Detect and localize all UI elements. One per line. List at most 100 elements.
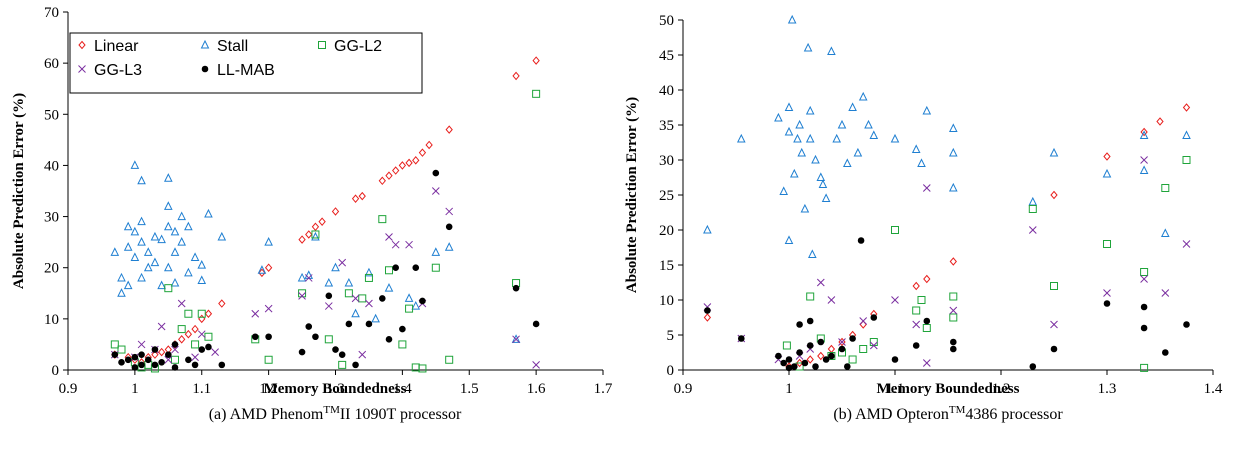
point-ll-mab <box>339 352 345 358</box>
point-ll-mab <box>951 346 957 352</box>
point-ll-mab <box>139 352 145 358</box>
point-ll-mab <box>1104 301 1110 307</box>
y-tick-label-b: 35 <box>659 118 674 134</box>
y-tick-label-a: 20 <box>44 261 59 277</box>
point-ll-mab <box>152 362 158 368</box>
x-tick-label-a: 1 <box>131 381 139 397</box>
point-ll-mab <box>386 337 392 343</box>
y-tick-label-b: 45 <box>659 48 674 64</box>
point-ll-mab <box>400 326 406 332</box>
point-ll-mab <box>1141 325 1147 331</box>
y-tick-label-a: 40 <box>44 158 59 174</box>
point-ll-mab <box>112 352 118 358</box>
x-tick-label-a: 1.7 <box>594 381 613 397</box>
point-ll-mab <box>306 324 312 330</box>
point-ll-mab <box>871 315 877 321</box>
y-tick-label-a: 10 <box>44 312 59 328</box>
point-ll-mab <box>533 321 539 327</box>
legend-label-linear: Linear <box>94 38 139 55</box>
point-ll-mab <box>792 364 798 370</box>
point-ll-mab <box>858 238 864 244</box>
point-ll-mab <box>433 170 439 176</box>
caption-a-prefix: (a) AMD Phenom <box>209 406 324 423</box>
y-tick-label-b: 5 <box>667 328 675 344</box>
point-ll-mab <box>829 353 835 359</box>
y-tick-label-b: 15 <box>659 258 674 274</box>
chart-panel-a: 0.9 1 1.1 1.2 1.3 1.4 1.5 1.6 1.7 0 10 20 30 40 50 60 70… <box>11 5 613 423</box>
x-tick-label-b: 0.9 <box>674 381 693 397</box>
point-ll-mab <box>346 321 352 327</box>
point-ll-mab <box>145 357 151 363</box>
point-ll-mab <box>913 343 919 349</box>
point-ll-mab <box>1030 364 1036 370</box>
point-ll-mab <box>159 360 165 366</box>
point-ll-mab <box>776 353 782 359</box>
point-ll-mab <box>802 360 808 366</box>
y-tick-label-b: 30 <box>659 153 674 169</box>
point-ll-mab <box>132 354 138 360</box>
y-tick-label-b: 25 <box>659 188 674 204</box>
point-ll-mab <box>380 296 386 302</box>
y-axis-title-a: Absolute Prediction Error (%) <box>11 93 27 289</box>
chart-panel-b: 0.9 1 1.1 1.2 1.3 1.405101520253035404550 Mem… <box>624 13 1223 423</box>
point-ll-mab <box>313 334 319 340</box>
point-ll-mab <box>797 350 803 356</box>
point-ll-mab <box>786 365 792 371</box>
point-ll-mab <box>446 224 452 230</box>
legend-label-gg-l3: GG-L3 <box>94 62 142 79</box>
point-ll-mab <box>125 357 131 363</box>
x-tick-label-b: 1.3 <box>1098 381 1117 397</box>
point-ll-mab <box>781 360 787 366</box>
point-ll-mab <box>850 336 856 342</box>
x-tick-label-a: 1.1 <box>192 381 211 397</box>
caption-b-sup: TM <box>949 404 966 416</box>
point-ll-mab <box>299 349 305 355</box>
point-ll-mab <box>166 352 172 358</box>
point-ll-mab <box>892 357 898 363</box>
legend-label-gg-l2: GG-L2 <box>334 38 382 55</box>
point-ll-mab <box>172 365 178 371</box>
point-ll-mab <box>199 347 205 353</box>
point-ll-mab <box>1184 322 1190 328</box>
point-ll-mab <box>924 318 930 324</box>
point-ll-mab <box>139 362 145 368</box>
caption-a-suffix: II 1090T processor <box>340 406 462 423</box>
point-ll-mab <box>823 357 829 363</box>
point-ll-mab <box>1163 350 1169 356</box>
legend: Linear Stall GG-L2GG-L3 LL-MAB <box>70 33 422 93</box>
y-tick-label-a: 30 <box>44 210 59 226</box>
point-ll-mab <box>326 293 332 299</box>
point-ll-mab <box>951 339 957 345</box>
y-tick-label-b: 40 <box>659 83 674 99</box>
y-tick-label-b: 10 <box>659 293 674 309</box>
y-tick-label-b: 20 <box>659 223 674 239</box>
plot-frame-b <box>683 20 1213 370</box>
point-ll-mab <box>119 360 125 366</box>
y-tick-label-b: 50 <box>659 13 674 29</box>
x-tick-label-b: 1.4 <box>1204 381 1223 397</box>
point-ll-mab <box>413 265 419 271</box>
point-ll-mab <box>266 334 272 340</box>
y-tick-label-a: 70 <box>44 5 59 21</box>
point-ll-mab <box>192 362 198 368</box>
y-tick-label-a: 50 <box>44 107 59 123</box>
point-ll-mab <box>839 346 845 352</box>
point-ll-mab <box>705 308 711 314</box>
point-ll-mab <box>172 342 178 348</box>
point-ll-mab <box>818 339 824 345</box>
x-tick-label-a: 1.6 <box>527 381 546 397</box>
caption-b: (b) AMD OpteronTM4386 processor <box>833 404 1063 423</box>
point-ll-mab <box>1141 304 1147 310</box>
caption-a: (a) AMD PhenomTMII 1090T processor <box>209 404 462 423</box>
point-ll-mab <box>219 362 225 368</box>
point-ll-mab <box>797 322 803 328</box>
x-tick-label-a: 1.5 <box>460 381 479 397</box>
y-tick-label-a: 0 <box>52 363 60 379</box>
point-ll-mab <box>393 265 399 271</box>
legend-label-ll-mab: LL-MAB <box>217 62 275 79</box>
point-ll-mab <box>786 357 792 363</box>
caption-b-suffix: 4386 processor <box>965 406 1063 423</box>
caption-b-prefix: (b) AMD Opteron <box>833 406 949 423</box>
point-ll-mab <box>739 336 745 342</box>
